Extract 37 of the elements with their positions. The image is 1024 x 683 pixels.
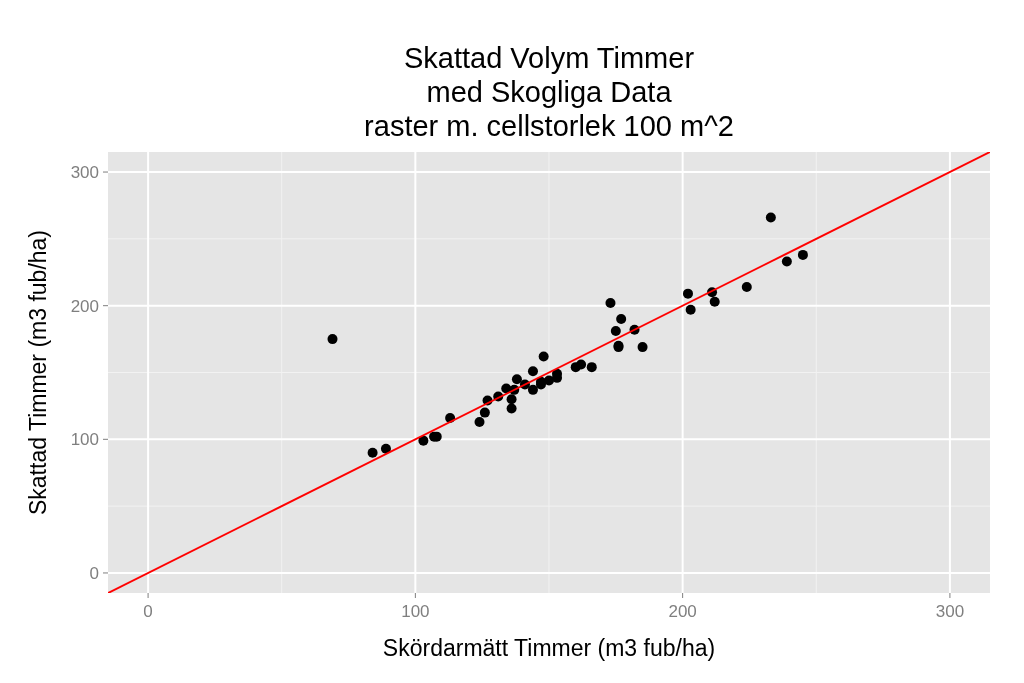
point (418, 435, 429, 446)
point (327, 334, 338, 345)
point (380, 443, 391, 454)
point (781, 256, 792, 267)
x-tick-label: 200 (668, 602, 697, 621)
x-axis-title: Skördarmätt Timmer (m3 fub/ha) (382, 635, 716, 661)
point (527, 366, 538, 377)
point (367, 447, 378, 458)
point (682, 288, 693, 299)
point (474, 416, 485, 427)
point (797, 249, 808, 260)
point (479, 407, 490, 418)
point (506, 403, 517, 414)
chart-title: Skattad Volym Timmer med Skogliga Data raster m. cellstorlek 100 m^2 (364, 42, 734, 142)
y-tick-label: 300 (70, 163, 99, 182)
x-tick-label: 300 (935, 602, 965, 621)
point (605, 298, 616, 309)
point (709, 296, 720, 307)
y-tick-label: 0 (89, 563, 99, 583)
y-tick-label: 200 (70, 296, 99, 316)
point (544, 375, 554, 386)
point (610, 326, 621, 337)
x-tick-label: 0 (143, 602, 153, 621)
x-tick-label: 100 (401, 602, 430, 621)
point (576, 359, 587, 370)
point (586, 362, 597, 373)
point (616, 314, 627, 325)
point (685, 304, 696, 315)
point (511, 374, 522, 385)
point (765, 212, 776, 223)
point (637, 342, 648, 353)
point (741, 281, 752, 292)
point (506, 394, 517, 405)
y-tick-label: 100 (70, 430, 99, 450)
point (538, 351, 549, 362)
y-axis-title: Skattad Timmer (m3 fub/ha) (25, 229, 51, 516)
point (527, 384, 538, 395)
